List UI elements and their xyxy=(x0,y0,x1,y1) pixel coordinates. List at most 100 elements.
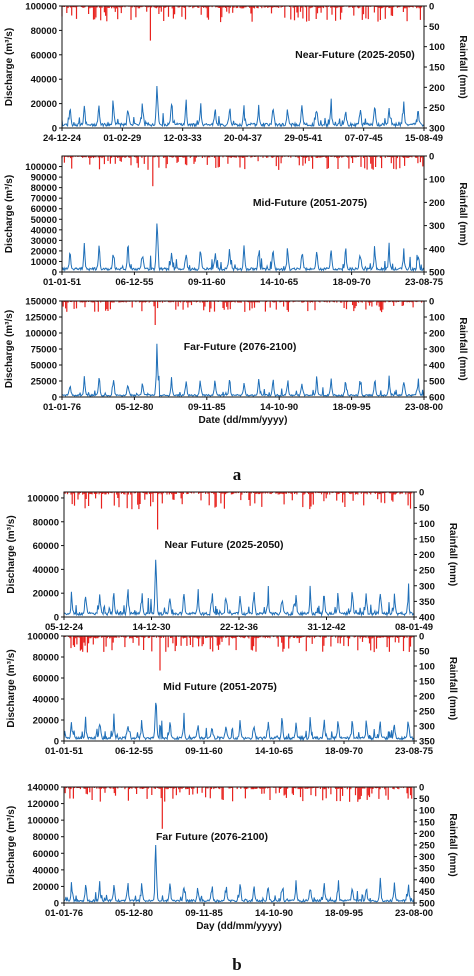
x-tick-label: 07-07-45 xyxy=(345,133,384,144)
y2-axis-label: Rainfall (mm) xyxy=(457,35,468,98)
y2-tick-label: 250 xyxy=(419,566,435,577)
y2-tick-label: 450 xyxy=(419,887,435,898)
x-tick-label: 23-08-75 xyxy=(405,277,444,288)
y2-tick-label: 0 xyxy=(419,783,424,794)
y2-tick-label: 500 xyxy=(429,377,445,388)
chart-title: Near Future (2025-2050) xyxy=(164,539,283,551)
x-tick-label: 15-08-49 xyxy=(405,133,443,144)
y2-tick-label: 50 xyxy=(419,503,430,514)
y-tick-label: 0 xyxy=(54,613,59,624)
y2-tick-label: 300 xyxy=(429,345,445,356)
y-tick-label: 80000 xyxy=(31,183,57,194)
rainfall-series xyxy=(63,492,415,530)
y-tick-label: 80000 xyxy=(33,653,59,664)
y-tick-label: 100000 xyxy=(27,493,59,504)
y-tick-label: 60000 xyxy=(33,849,59,860)
y2-tick-label: 250 xyxy=(419,841,435,852)
panel-label-b: b xyxy=(232,955,241,974)
y-tick-label: 120000 xyxy=(27,799,59,810)
x-tick-label: 09-11-60 xyxy=(185,746,223,757)
y2-axis-label: Rainfall (mm) xyxy=(457,317,468,380)
y2-tick-label: 400 xyxy=(429,244,445,255)
y2-tick-label: 50 xyxy=(419,647,430,658)
y-tick-label: 125000 xyxy=(25,313,57,324)
x-tick-label: 22-12-36 xyxy=(220,622,258,633)
discharge-series-line xyxy=(63,844,415,904)
y2-tick-label: 250 xyxy=(419,707,435,718)
panel-label-a: a xyxy=(233,465,242,484)
y2-tick-label: 150 xyxy=(429,63,445,74)
y2-tick-label: 300 xyxy=(429,221,445,232)
y-tick-label: 50000 xyxy=(31,361,57,372)
x-tick-label: 01-01-76 xyxy=(43,402,81,413)
discharge-series-line xyxy=(61,343,425,398)
x-tick-label: 01-01-51 xyxy=(45,746,84,757)
rainfall-series xyxy=(63,787,415,829)
y-tick-label: 40000 xyxy=(33,565,59,576)
y2-tick-label: 200 xyxy=(419,550,435,561)
y2-tick-label: 0 xyxy=(419,632,424,643)
y2-tick-label: 200 xyxy=(429,329,445,340)
y2-tick-label: 600 xyxy=(429,393,445,404)
x-tick-label: 08-01-49 xyxy=(395,622,433,633)
chart-title: Mid-Future (2051-2075) xyxy=(253,197,367,209)
y2-tick-label: 350 xyxy=(419,864,435,875)
y-tick-label: 75000 xyxy=(31,345,57,356)
y2-tick-label: 100 xyxy=(419,519,435,530)
y-tick-label: 40000 xyxy=(31,75,57,86)
y-axis-label: Discharge (m³/s) xyxy=(4,310,15,388)
y-tick-label: 0 xyxy=(52,124,57,135)
x-tick-label: 14-12-30 xyxy=(132,622,170,633)
y-tick-label: 0 xyxy=(52,268,57,279)
y-tick-label: 100000 xyxy=(27,632,59,643)
y-tick-label: 40000 xyxy=(33,865,59,876)
y2-tick-label: 100 xyxy=(429,175,445,186)
plot-frame xyxy=(63,786,415,904)
y-tick-label: 60000 xyxy=(33,674,59,685)
rainfall-series xyxy=(61,301,425,325)
y2-tick-label: 200 xyxy=(429,198,445,209)
y2-tick-label: 200 xyxy=(419,829,435,840)
y2-tick-label: 100 xyxy=(419,662,435,673)
discharge-series-line xyxy=(63,702,415,742)
chart-panel-4: 0 20000 40000 60000 80000 100000 0 50 100 150 200 2… xyxy=(6,488,458,634)
y-tick-label: 60000 xyxy=(31,204,57,215)
y2-tick-label: 300 xyxy=(419,581,435,592)
discharge-series-line xyxy=(61,223,424,272)
y2-tick-label: 100 xyxy=(419,806,435,817)
discharge-series-line xyxy=(63,559,415,618)
y-tick-label: 100000 xyxy=(27,816,59,827)
y2-tick-label: 400 xyxy=(429,361,445,372)
x-tick-label: 23-08-75 xyxy=(395,746,434,757)
y2-tick-label: 0 xyxy=(429,152,434,163)
x-tick-label: 01-01-51 xyxy=(43,277,82,288)
y-axis-label: Discharge (m³/s) xyxy=(6,649,17,727)
plot-frame xyxy=(61,155,425,273)
y-tick-label: 0 xyxy=(54,899,59,910)
x-tick-label: 31-12-42 xyxy=(307,622,345,633)
x-tick-label: 14-10-65 xyxy=(260,277,299,288)
y2-tick-label: 500 xyxy=(429,268,445,279)
y2-tick-label: 150 xyxy=(419,534,435,545)
chart-title: Far Future (2076-2100) xyxy=(156,831,268,843)
y2-axis-label: Rainfall (mm) xyxy=(457,182,468,245)
y-tick-label: 40000 xyxy=(31,225,57,236)
x-tick-label: 18-09-70 xyxy=(333,277,371,288)
chart-title: Near-Future (2025-2050) xyxy=(295,49,415,61)
y2-tick-label: 0 xyxy=(419,488,424,499)
y2-tick-label: 100 xyxy=(429,313,445,324)
rainfall-series xyxy=(61,6,425,41)
y-tick-label: 90000 xyxy=(31,173,57,184)
y-tick-label: 100000 xyxy=(25,2,57,13)
rainfall-series xyxy=(61,156,425,187)
y2-tick-label: 300 xyxy=(429,124,445,135)
x-tick-label: 06-12-55 xyxy=(115,746,154,757)
y2-tick-label: 50 xyxy=(429,22,440,33)
y-tick-label: 80000 xyxy=(31,26,57,37)
y-tick-label: 0 xyxy=(52,393,57,404)
x-tick-label: 06-12-55 xyxy=(115,277,154,288)
y2-tick-label: 0 xyxy=(429,2,434,13)
x-tick-label: 23-08-00 xyxy=(395,908,433,919)
y-tick-label: 20000 xyxy=(33,882,59,893)
